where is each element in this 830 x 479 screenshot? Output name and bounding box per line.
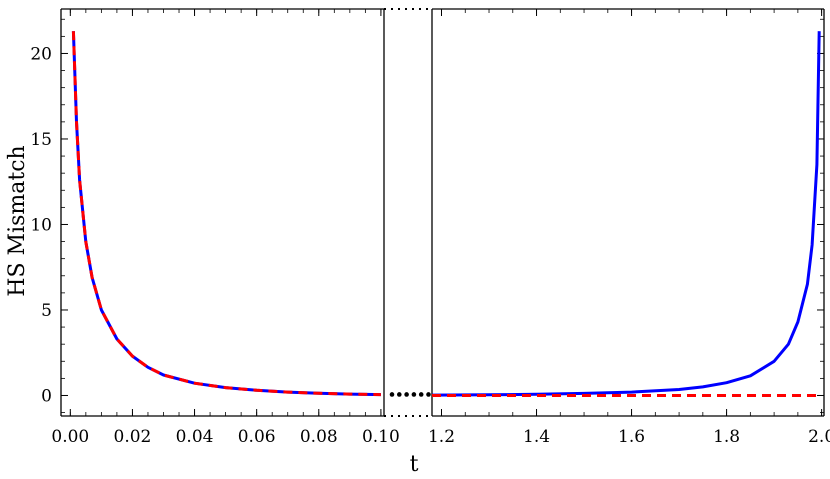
y-tick-label: 20 — [30, 44, 52, 64]
break-dot — [426, 392, 431, 397]
x-axis: 0.00 0.02 0.04 0.06 0.08 0.10 1.2 1.4 1.6 1.8 2.0 — [51, 9, 830, 447]
x-tick-label: 1.6 — [618, 427, 645, 447]
red-dashed-series-line — [71, 31, 381, 397]
x-tick-label: 0.02 — [114, 427, 152, 447]
x-tick-label: 0.04 — [176, 427, 214, 447]
x-tick-label: 0.06 — [238, 427, 276, 447]
blue-solid-series-line — [71, 31, 381, 397]
x-tick-label: 0.00 — [51, 427, 89, 447]
break-dot — [404, 392, 409, 397]
y-tick-label: 0 — [41, 386, 52, 406]
x-tick-label: 1.4 — [523, 427, 550, 447]
x-tick-label: 0.10 — [362, 427, 400, 447]
series-lines — [71, 31, 822, 397]
axis-break — [389, 392, 431, 397]
x-tick-label: 0.08 — [300, 427, 338, 447]
break-dot — [418, 392, 424, 397]
x-axis-title: t — [410, 452, 419, 477]
plot-frame — [60, 8, 825, 417]
x-tick-label: 2.0 — [808, 427, 830, 447]
x-tick-label: 1.2 — [428, 427, 455, 447]
x-tick-label: 1.8 — [713, 427, 740, 447]
break-dot — [397, 392, 402, 397]
y-axis-title: HS Mismatch — [5, 145, 30, 296]
y-tick-label: 5 — [41, 301, 52, 321]
break-dot — [389, 392, 395, 397]
y-tick-label: 15 — [30, 130, 52, 150]
y-axis: 0 5 10 15 20 — [30, 18, 824, 413]
blue-solid-series-line — [431, 31, 821, 397]
break-dot — [411, 392, 417, 397]
y-tick-label: 10 — [30, 215, 52, 235]
